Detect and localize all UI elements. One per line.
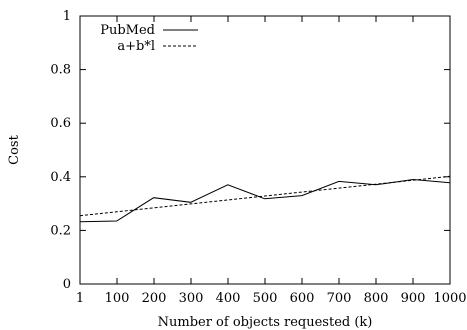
x-axis-label: Number of objects requested (k)	[158, 315, 373, 330]
x-tick-label: 700	[327, 291, 352, 306]
x-tick-label: 900	[401, 291, 426, 306]
x-tick-label: 200	[142, 291, 167, 306]
series-line-2	[79, 175, 451, 217]
x-tick-label: 800	[364, 291, 389, 306]
x-tick-label: 1000	[433, 291, 466, 306]
y-tick-label: 0.6	[50, 116, 71, 131]
y-tick-label: 0.8	[50, 63, 71, 78]
y-axis-label: Cost	[7, 134, 22, 164]
y-tick-label: 0	[63, 277, 71, 292]
x-tick-label: 100	[105, 291, 130, 306]
x-tick-label: 500	[253, 291, 278, 306]
x-tick-label: 300	[179, 291, 204, 306]
legend-label: a+b*l	[117, 39, 155, 54]
y-tick-label: 0.2	[50, 223, 71, 238]
y-tick-label: 1	[63, 9, 71, 24]
plot-frame	[79, 15, 451, 285]
x-tick-label: 400	[216, 291, 241, 306]
x-tick-label: 1	[76, 291, 84, 306]
x-tick-label: 600	[290, 291, 315, 306]
y-tick-label: 0.4	[50, 170, 71, 185]
series-group	[79, 175, 451, 223]
legend-label: PubMed	[100, 23, 155, 38]
axis-ticks: 1 100 200 300 400 500 600 700 800 900 1000 0 0.2 0.4 0…	[50, 9, 466, 306]
series-line-1	[79, 178, 451, 223]
